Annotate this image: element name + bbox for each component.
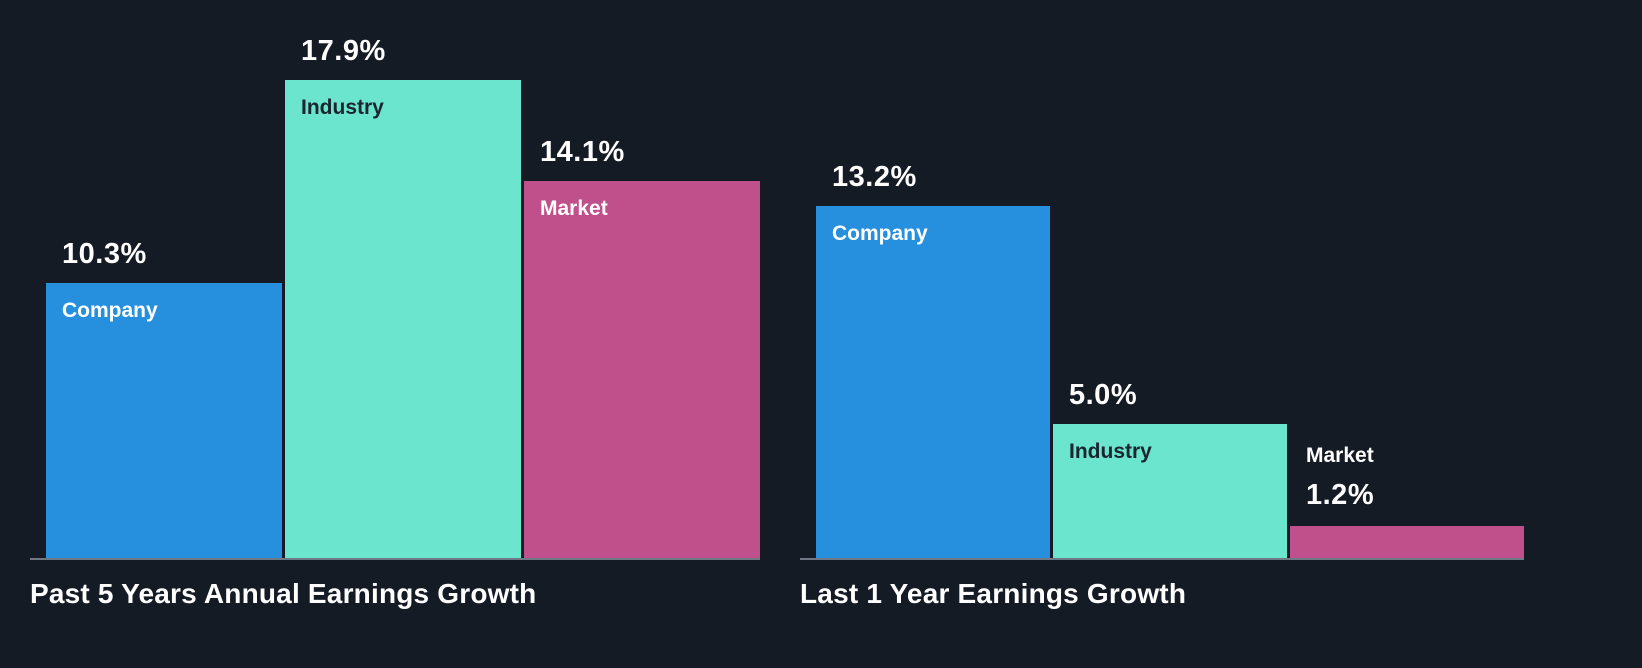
x-axis-baseline: [800, 558, 1524, 560]
bar-market: 1.2% Market: [1290, 444, 1524, 558]
value-label: 14.1%: [540, 136, 625, 168]
bar-market: 14.1% Market: [524, 136, 760, 558]
value-label: 5.0%: [1069, 379, 1138, 411]
value-label: 1.2%: [1306, 479, 1375, 511]
value-label: 10.3%: [62, 238, 147, 270]
bar-industry: 5.0% Industry: [1053, 379, 1287, 558]
series-label: Company: [62, 299, 158, 322]
bar-company: 13.2% Company: [816, 161, 1050, 558]
chart-past-5-years-earnings-growth: 10.3% Company 17.9% Industry 14.1% Marke…: [30, 0, 760, 668]
value-label: 17.9%: [301, 35, 386, 67]
value-label: 13.2%: [832, 161, 917, 193]
series-label: Market: [540, 197, 608, 220]
bar-company: 10.3% Company: [46, 238, 282, 558]
bar-industry: 17.9% Industry: [285, 35, 521, 558]
series-label: Company: [832, 222, 928, 245]
bar-group: 10.3% Company 17.9% Industry 14.1% Marke…: [30, 0, 760, 558]
series-label: Industry: [1069, 440, 1152, 463]
bar-group: 13.2% Company 5.0% Industry 1.2% Market: [800, 0, 1524, 558]
chart-last-1-year-earnings-growth: 13.2% Company 5.0% Industry 1.2% Market …: [800, 0, 1524, 668]
chart-title: Last 1 Year Earnings Growth: [800, 578, 1187, 609]
chart-title: Past 5 Years Annual Earnings Growth: [30, 578, 537, 609]
series-label: Industry: [301, 96, 384, 119]
x-axis-baseline: [30, 558, 760, 560]
series-label: Market: [1306, 444, 1374, 467]
